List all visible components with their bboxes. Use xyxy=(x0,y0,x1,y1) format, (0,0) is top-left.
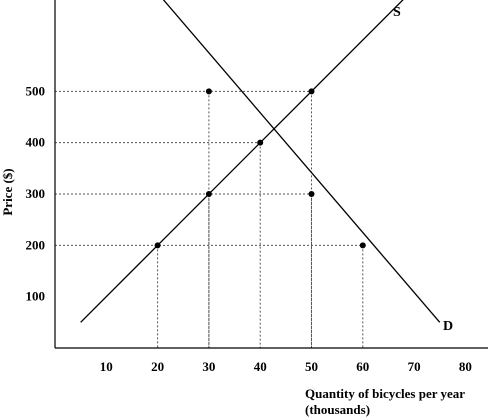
x-tick-label: 40 xyxy=(254,359,267,374)
y-tick-label: 500 xyxy=(26,83,46,98)
data-point-0 xyxy=(154,242,161,249)
data-point-1 xyxy=(205,191,212,198)
data-point-6 xyxy=(359,242,366,249)
supply-curve-label: S xyxy=(393,5,401,20)
labels: S D 10 20 30 40 50 60 70 80 100 200 300 400 500 Quantit… xyxy=(0,5,472,417)
dotted-guide-lines xyxy=(55,90,364,348)
x-tick-label: 60 xyxy=(356,359,369,374)
demand-curve-label: D xyxy=(443,319,453,334)
data-point-5 xyxy=(308,88,315,95)
curve-d xyxy=(162,0,441,323)
x-tick-label: 70 xyxy=(408,359,421,374)
axes xyxy=(54,0,488,349)
data-point-2 xyxy=(205,88,212,95)
x-axis-subtitle: (thousands) xyxy=(305,402,370,417)
data-point-3 xyxy=(257,139,264,146)
x-tick-label: 30 xyxy=(202,359,215,374)
y-tick-label: 100 xyxy=(26,289,46,304)
y-tick-label: 400 xyxy=(26,135,46,150)
equilibrium-points xyxy=(154,88,366,249)
x-tick-label: 10 xyxy=(100,359,113,374)
curves xyxy=(80,0,441,323)
data-point-4 xyxy=(308,191,315,198)
x-tick-label: 80 xyxy=(459,359,472,374)
y-tick-label: 300 xyxy=(26,186,46,201)
curve-s xyxy=(80,0,404,323)
y-tick-label: 200 xyxy=(26,237,46,252)
x-axis-title: Quantity of bicycles per year xyxy=(305,386,465,401)
y-axis-title: Price ($) xyxy=(0,168,15,215)
x-tick-label: 50 xyxy=(305,359,318,374)
x-tick-label: 20 xyxy=(151,359,164,374)
